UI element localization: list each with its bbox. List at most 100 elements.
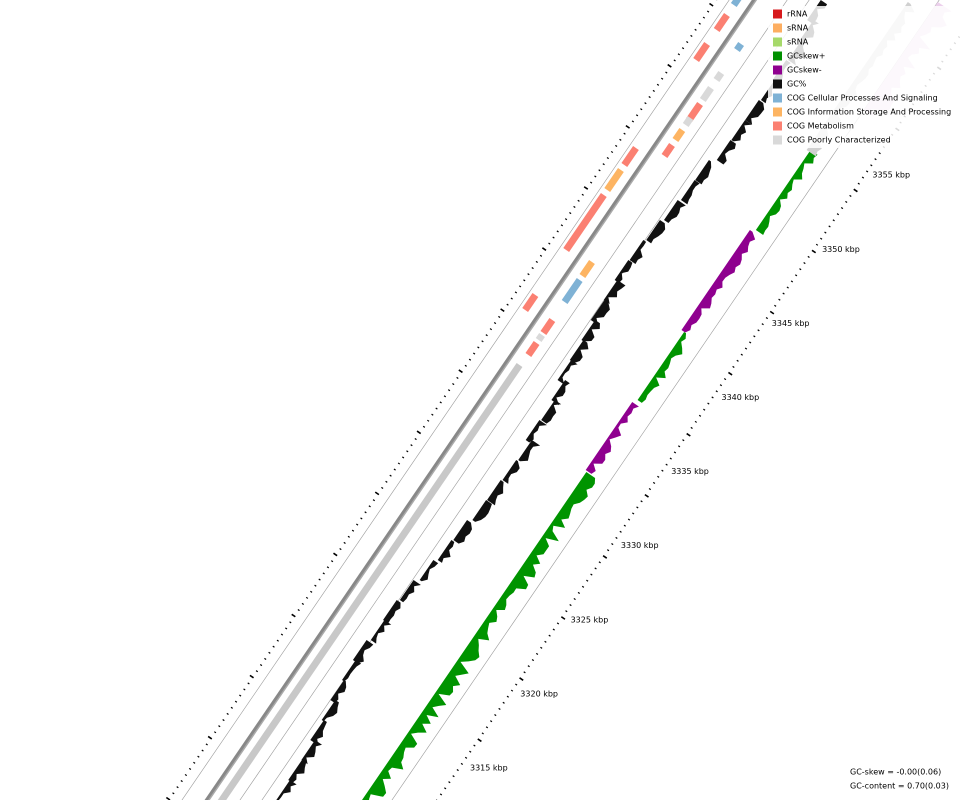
- ruler-tick: [698, 22, 701, 25]
- feature: [604, 168, 624, 192]
- ruler-tick: [305, 596, 309, 599]
- ruler-tick: [272, 645, 275, 648]
- ruler-tick: [493, 321, 497, 325]
- ruler-tick: [753, 335, 756, 338]
- plot-track: [695, 160, 712, 185]
- legend-label: GCskew+: [787, 52, 825, 61]
- ruler-tick: [531, 659, 535, 662]
- feature: [693, 42, 710, 62]
- ruler-tick: [381, 486, 384, 489]
- legend-label: GCskew-: [787, 66, 822, 75]
- ruler-tick: [464, 756, 468, 759]
- ruler-tick: [667, 63, 672, 68]
- ruler-tick: [439, 401, 442, 404]
- backbone-highlight: [208, 0, 758, 800]
- ruler-tick: [205, 743, 208, 746]
- ruler-tick: [598, 561, 601, 564]
- ruler-tick: [681, 47, 685, 50]
- feature: [661, 143, 675, 158]
- ruler-tick: [548, 634, 551, 637]
- ruler-tick: [707, 402, 710, 405]
- ruler-tick: [330, 560, 334, 563]
- ruler-tick: [640, 108, 643, 111]
- ruler-tick: [573, 597, 576, 601]
- ruler-tick: [870, 164, 873, 167]
- ruler-tick: [857, 182, 860, 185]
- ruler-tick: [669, 457, 672, 460]
- ruler-tick: [564, 218, 568, 221]
- plot-track: [716, 140, 736, 165]
- ruler-tick: [481, 732, 484, 735]
- plot-track: [362, 472, 596, 800]
- ruler-tick: [673, 59, 676, 62]
- plot-track: [755, 150, 818, 235]
- ruler-tick: [644, 493, 649, 498]
- ruler-tick: [393, 468, 396, 471]
- legend-bg: [768, 6, 960, 148]
- ruler-tick: [560, 224, 564, 227]
- ruler-tick: [799, 268, 802, 271]
- ruler-tick: [452, 775, 455, 778]
- ruler-tick: [623, 132, 626, 135]
- ruler-tick: [301, 602, 305, 606]
- ruler-tick: [539, 254, 543, 257]
- ruler-tick: [594, 567, 597, 570]
- ruler-tick: [644, 102, 647, 105]
- ruler-tick: [343, 541, 346, 544]
- plot-track: [487, 480, 504, 506]
- ruler-tick: [176, 786, 179, 789]
- plot-track: [614, 260, 633, 283]
- plot-track: [330, 680, 347, 703]
- feature: [672, 128, 686, 142]
- legend-swatch: [773, 93, 782, 103]
- ruler-tick: [481, 340, 484, 343]
- ruler-label: 3340 kbp: [722, 393, 760, 402]
- ruler-tick: [602, 163, 605, 166]
- ruler-tick: [686, 40, 689, 44]
- ruler-tick: [606, 157, 610, 160]
- ruler-tick: [583, 186, 589, 190]
- ruler-tick: [268, 651, 271, 654]
- plot-track: [419, 560, 439, 582]
- legend-label: COG Metabolism: [787, 122, 854, 131]
- legend-label: COG Poorly Characterized: [787, 136, 891, 145]
- ruler-tick: [385, 480, 388, 483]
- guide-line: [181, 0, 730, 800]
- ruler-tick: [310, 590, 313, 593]
- ruler-tick: [610, 150, 614, 154]
- plot-track: [342, 660, 362, 682]
- ruler-tick: [284, 627, 288, 630]
- ruler-tick: [180, 780, 183, 783]
- ruler-tick: [510, 297, 513, 300]
- plot-track: [731, 120, 752, 142]
- ruler-tick: [569, 604, 572, 607]
- ruler-tick: [677, 53, 681, 56]
- ruler-tick: [736, 359, 739, 362]
- ruler-tick: [364, 511, 367, 514]
- ruler-tick: [297, 609, 300, 612]
- legend-swatch: [773, 37, 782, 47]
- ruler-tick: [690, 426, 693, 430]
- ruler-tick: [544, 640, 547, 643]
- ruler-tick: [498, 315, 501, 318]
- ruler-tick: [594, 175, 597, 178]
- plot-track: [680, 180, 700, 205]
- feature: [522, 293, 539, 312]
- ruler-label: 3315 kbp: [470, 764, 508, 773]
- ruler-tick: [853, 188, 858, 193]
- ruler-label: 3355 kbp: [872, 171, 910, 180]
- ruler-tick: [239, 694, 242, 697]
- ruler-tick: [259, 664, 263, 667]
- ruler-tick: [207, 735, 213, 740]
- ruler-tick: [690, 34, 693, 38]
- ruler-tick: [541, 247, 547, 251]
- feature: [540, 318, 556, 335]
- gc-content-stat: GC-content = 0.70(0.03): [850, 782, 949, 791]
- ruler-tick: [540, 646, 543, 649]
- plot-track: [502, 460, 520, 484]
- plot-track: [310, 720, 327, 746]
- plot-track: [383, 600, 401, 624]
- feature: [713, 13, 730, 32]
- ruler-tick: [527, 665, 530, 668]
- plot-track: [551, 380, 570, 406]
